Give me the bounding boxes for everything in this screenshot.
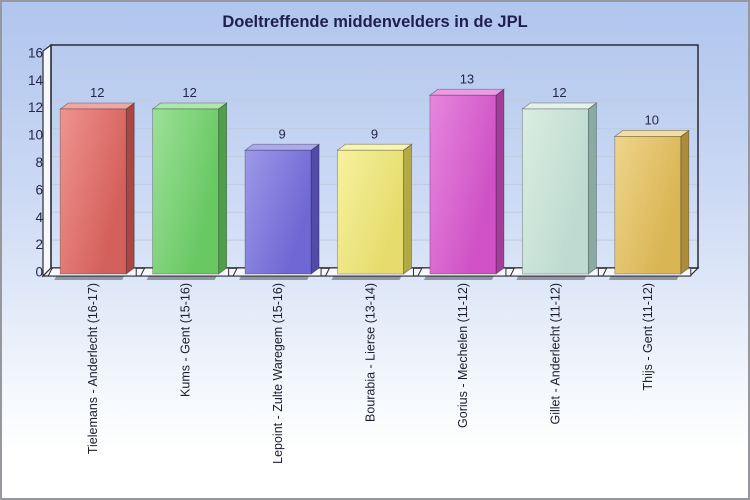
- y-axis-tick-label: 16: [28, 45, 43, 60]
- bar-top-face: [521, 102, 598, 110]
- bar-front-face: [521, 108, 589, 275]
- bar-front-face: [429, 94, 497, 275]
- bar-top-face: [59, 102, 136, 110]
- x-axis-label: Gillet - Anderlecht (11-12): [548, 283, 562, 425]
- x-axis-label: Lepoint - Zulte Waregem (15-16): [271, 283, 285, 464]
- bar-side-face: [218, 102, 228, 275]
- bar-value-label: 10: [645, 113, 659, 128]
- y-axis-tick-label: 10: [28, 128, 43, 143]
- bar-front-face: [244, 149, 312, 275]
- bar-front-face: [59, 108, 127, 275]
- bar: 9 Bourabia - Lierse (13-14): [324, 126, 414, 422]
- bar-value-label: 12: [182, 85, 196, 100]
- bar-front-face: [152, 108, 220, 275]
- y-axis-tick-label: 0: [35, 265, 43, 280]
- bar-top-face: [243, 143, 321, 151]
- bar: 12 Kums - Gent (15-16): [139, 85, 230, 397]
- y-axis-tick-label: 2: [35, 237, 43, 252]
- bar-front-face: [614, 136, 682, 275]
- chart-title: Doeltreffende middenvelders in de JPL: [222, 13, 527, 31]
- x-axis-label: Gorius - Mechelen (11-12): [456, 283, 470, 428]
- y-axis-tick-label: 12: [28, 100, 43, 115]
- x-axis-label: Tielemans - Anderlecht (16-17): [86, 283, 100, 454]
- plot-area: 12 Tielemans - Anderlecht (16-17) 12 Kums -…: [28, 43, 700, 464]
- bar-side-face: [403, 143, 412, 275]
- y-axis-tick-label: 6: [35, 182, 43, 197]
- bar: 12 Gillet - Anderlecht (11-12): [509, 85, 599, 425]
- bar-side-face: [495, 88, 505, 275]
- bar: 10 Thijs - Gent (11-12): [601, 113, 692, 390]
- bar-value-label: 12: [552, 85, 566, 100]
- bar-top-face: [336, 143, 413, 151]
- bar-top-face: [151, 102, 228, 110]
- bar-side-face: [587, 102, 597, 275]
- plot-left-wall: [42, 43, 52, 278]
- bar-top-face: [613, 130, 690, 137]
- bar-side-face: [680, 129, 690, 275]
- bar: 9 Lepoint - Zulte Waregem (15-16): [232, 126, 322, 464]
- x-axis-label: Bourabia - Lierse (13-14): [364, 283, 378, 422]
- bar: 12 Tielemans - Anderlecht (16-17): [47, 85, 137, 454]
- y-axis-tick-label: 14: [28, 73, 44, 88]
- y-axis-tick-label: 8: [35, 155, 43, 170]
- bar-value-label: 12: [90, 85, 104, 100]
- y-axis-tick-label: 4: [35, 210, 43, 225]
- x-axis-label: Thijs - Gent (11-12): [641, 283, 655, 390]
- bar-side-face: [310, 143, 320, 275]
- bar-value-label: 9: [278, 126, 285, 141]
- x-axis-label: Kums - Gent (15-16): [179, 283, 193, 397]
- bar-value-label: 13: [460, 71, 474, 86]
- bar-front-face: [337, 149, 404, 275]
- bar-side-face: [125, 102, 135, 275]
- bar-top-face: [428, 88, 506, 96]
- bar-value-label: 9: [371, 126, 378, 141]
- bar: 13 Gorius - Mechelen (11-12): [417, 71, 507, 428]
